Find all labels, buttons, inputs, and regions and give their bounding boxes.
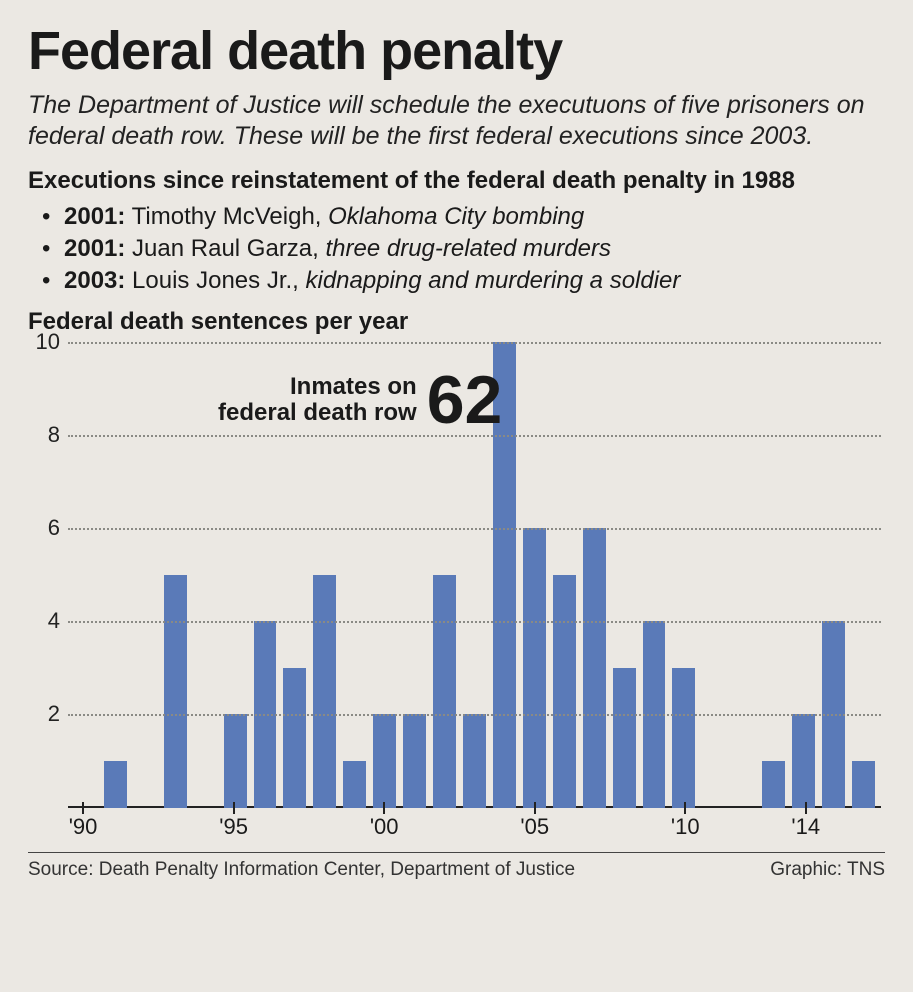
bar [553, 575, 576, 808]
grid-line [68, 714, 881, 716]
chart-callout: Inmates on federal death row 62 [218, 370, 502, 431]
x-tick-mark [534, 802, 536, 814]
y-tick-label: 8 [48, 422, 60, 448]
bar-chart: Inmates on federal death row 62 246810 '… [28, 342, 885, 842]
grid-line [68, 528, 881, 530]
execution-item: 2001: Timothy McVeigh, Oklahoma City bom… [64, 201, 885, 233]
bar [583, 528, 606, 808]
callout-value: 62 [427, 370, 503, 431]
x-tick-mark [82, 802, 84, 814]
execution-item: 2001: Juan Raul Garza, three drug-relate… [64, 233, 885, 265]
grid-line [68, 435, 881, 437]
bar [164, 575, 187, 808]
y-tick-label: 10 [36, 329, 60, 355]
x-tick-label: '90 [69, 814, 98, 840]
bar [343, 761, 366, 808]
subtitle: The Department of Justice will schedule … [28, 90, 885, 153]
grid-line [68, 342, 881, 344]
executions-list: 2001: Timothy McVeigh, Oklahoma City bom… [64, 201, 885, 298]
source-text: Source: Death Penalty Information Center… [28, 859, 575, 881]
bar [672, 668, 695, 808]
bar [403, 714, 426, 807]
bar [852, 761, 875, 808]
x-tick-label: '00 [370, 814, 399, 840]
x-tick-label: '05 [520, 814, 549, 840]
bar [523, 528, 546, 808]
bar [613, 668, 636, 808]
grid-line [68, 621, 881, 623]
bar [104, 761, 127, 808]
bar [224, 714, 247, 807]
bar [313, 575, 336, 808]
x-ticks: '90 '95 '00 '05 '10 '14 [68, 808, 881, 842]
bar [373, 714, 396, 807]
bar [762, 761, 785, 808]
executions-heading: Executions since reinstatement of the fe… [28, 167, 885, 195]
footer: Source: Death Penalty Information Center… [28, 852, 885, 881]
x-tick-label: '10 [671, 814, 700, 840]
credit-text: Graphic: TNS [770, 859, 885, 881]
bar [283, 668, 306, 808]
x-tick-mark [684, 802, 686, 814]
x-tick-mark [383, 802, 385, 814]
y-tick-label: 2 [48, 701, 60, 727]
callout-text: Inmates on federal death row [218, 374, 417, 427]
bar [463, 714, 486, 807]
chart-title: Federal death sentences per year [28, 308, 885, 336]
x-tick-mark [233, 802, 235, 814]
page-title: Federal death penalty [28, 20, 885, 82]
bar [792, 714, 815, 807]
y-tick-label: 6 [48, 515, 60, 541]
x-tick-label: '95 [219, 814, 248, 840]
bar [433, 575, 456, 808]
x-tick-mark [805, 802, 807, 814]
y-tick-label: 4 [48, 608, 60, 634]
execution-item: 2003: Louis Jones Jr., kidnapping and mu… [64, 265, 885, 297]
x-tick-label: '14 [791, 814, 820, 840]
